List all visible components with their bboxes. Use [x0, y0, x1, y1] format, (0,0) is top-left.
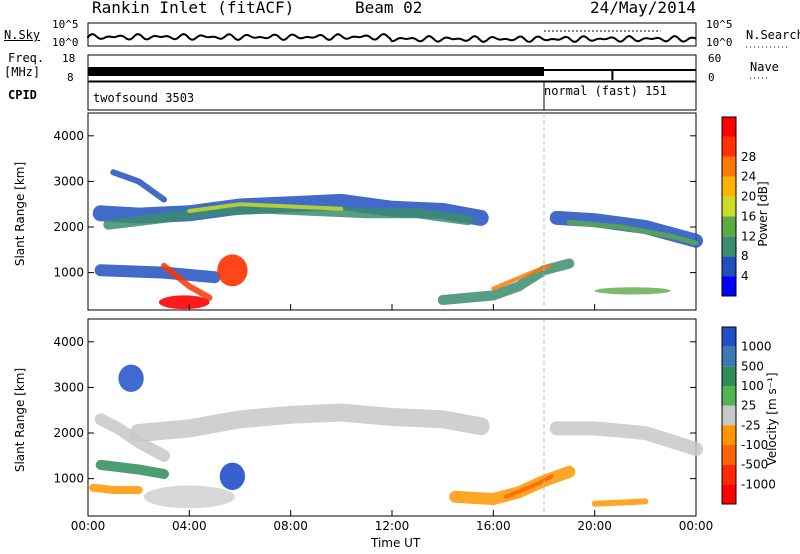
velocity-colorbar-segment: [722, 425, 736, 445]
velocity-colorbar-tick: 100: [741, 379, 764, 393]
power-colorbar-tick: 4: [741, 269, 749, 283]
noise-panel-frame: [87, 22, 697, 47]
beam-title: Beam 02: [355, 0, 423, 17]
power-band-low: [94, 264, 221, 284]
velocity-colorbar-segment: [722, 366, 736, 386]
nave-tick-top: 60: [708, 52, 722, 65]
x-tick-label: 08:00: [273, 519, 308, 533]
power-colorbar-segment: [722, 196, 736, 217]
velocity-band-green: [95, 459, 169, 479]
y-tick-label: 4000: [53, 335, 84, 349]
x-tick-label: 00:00: [71, 519, 106, 533]
freq-label: Freq.: [8, 51, 45, 65]
velocity-band-early-orange: [89, 483, 143, 494]
velocity-colorbar-tick: 25: [741, 399, 756, 413]
velocity-band-evening-core: [504, 474, 554, 499]
velocity-colorbar-segment: [722, 405, 736, 426]
velocity-band-late: [549, 421, 703, 456]
x-tick-label: 04:00: [172, 519, 207, 533]
velocity-colorbar-tick: -100: [741, 438, 768, 452]
y-tick-label: 2000: [53, 426, 84, 440]
velocity-band-upper: [129, 403, 490, 442]
y-tick-label: 3000: [53, 380, 84, 394]
velocity-colorbar-segment: [722, 484, 736, 504]
power-band-evening-core: [491, 263, 552, 291]
velocity-colorbar-segment: [722, 445, 736, 465]
power-colorbar-tick: 12: [741, 229, 756, 243]
noise-tick-top-left: 10^5: [52, 18, 79, 31]
power-colorbar-segment: [722, 117, 736, 137]
velocity-colorbar-tick: -500: [741, 458, 768, 472]
power-colorbar-frame: [721, 116, 737, 297]
power-band-early-streak: [110, 169, 167, 203]
power-late-low-echo: [594, 287, 671, 295]
power-colorbar-segment: [722, 156, 736, 177]
power-colorbar-tick: 8: [741, 249, 749, 263]
y-tick-label: 1000: [53, 472, 84, 486]
noise-tick-bottom-right: 10^0: [706, 36, 733, 49]
cpid-panel-frame: [87, 81, 697, 111]
x-tick-label: 16:00: [476, 519, 511, 533]
x-tick-label: 12:00: [375, 519, 410, 533]
velocity-colorbar-tick: -25: [741, 418, 761, 432]
x-tick-label: 20:00: [577, 519, 612, 533]
power-colorbar-segment: [722, 216, 736, 237]
velocity-blue-blob: [219, 462, 246, 491]
power-red-streak: [161, 262, 213, 301]
y-tick-label: 4000: [53, 129, 84, 143]
power-colorbar-tick: 20: [741, 190, 756, 204]
power-band-evening: [437, 258, 575, 305]
power-colorbar-tick: 24: [741, 170, 756, 184]
time-xlabel: Time UT: [371, 536, 421, 550]
freq-tick-bottom: 8: [67, 71, 74, 84]
y-tick-label: 2000: [53, 220, 84, 234]
power-colorbar-segment: [722, 276, 736, 296]
velocity-band-early: [94, 413, 170, 462]
nsky-label: N.Sky: [4, 28, 41, 42]
velocity-colorbar-segment: [722, 386, 736, 406]
date-title: 24/May/2014: [590, 0, 696, 17]
cpid-label: CPID: [8, 88, 37, 102]
power-band-mid: [103, 203, 473, 230]
power-red-base: [158, 295, 210, 310]
velocity-colorbar-segment: [722, 327, 736, 347]
noise-sky-trace: [87, 32, 697, 43]
y-tick-label: 1000: [53, 266, 84, 280]
x-tick-label: 00:00: [679, 519, 714, 533]
freq-tick-top: 18: [62, 52, 76, 65]
power-band-core: [187, 202, 344, 213]
power-colorbar-segment: [722, 176, 736, 197]
power-red-blob: [217, 254, 248, 287]
cpid-mode-2: normal (fast) 151: [544, 84, 667, 98]
station-title: Rankin Inlet (fitACF): [92, 0, 295, 17]
velocity-colorbar-tick: 1000: [741, 340, 772, 354]
freq-unit-label: [MHz]: [4, 65, 41, 79]
power-colorbar-segment: [722, 236, 736, 257]
nsearch-label: N.Search: [746, 28, 800, 42]
power-colorbar-tick: 16: [741, 209, 756, 223]
noise-tick-top-right: 10^5: [706, 18, 733, 31]
nave-tick-bottom: 0: [708, 71, 715, 84]
velocity-colorbar-segment: [722, 464, 736, 485]
cpid-mode-1: twofsound 3503: [93, 91, 195, 105]
noise-tick-bottom-left: 10^0: [52, 36, 79, 49]
freq-trace-twofsound: [88, 67, 544, 76]
power-colorbar-tick: 28: [741, 150, 756, 164]
velocity-colorbar-tick: -1000: [741, 477, 776, 491]
velocity-grey-base: [143, 485, 235, 509]
nave-label: Nave: [750, 60, 779, 74]
power-colorbar-segment: [722, 136, 736, 157]
y-tick-label: 3000: [53, 174, 84, 188]
velocity-blue-patch: [118, 364, 144, 392]
velocity-colorbar-segment: [722, 346, 736, 367]
velocity-band-late-low: [591, 498, 649, 507]
power-band-late-core: [566, 219, 699, 246]
velocity-colorbar-frame: [721, 326, 737, 505]
velocity-colorbar-tick: 500: [741, 359, 764, 373]
power-colorbar-segment: [722, 256, 736, 277]
